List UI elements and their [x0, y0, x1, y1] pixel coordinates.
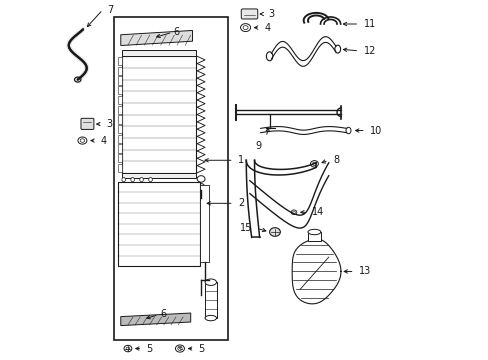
Bar: [118, 182, 199, 266]
Text: 14: 14: [311, 207, 324, 217]
Text: 6: 6: [174, 27, 180, 36]
Text: 10: 10: [369, 126, 382, 135]
Ellipse shape: [131, 177, 134, 182]
Ellipse shape: [290, 210, 296, 215]
Bar: [307, 232, 320, 241]
Bar: [200, 185, 209, 262]
Ellipse shape: [122, 177, 125, 182]
Text: 9: 9: [255, 140, 262, 150]
Text: 4: 4: [100, 136, 106, 145]
Bar: [122, 56, 196, 173]
Text: 1: 1: [238, 155, 244, 165]
Ellipse shape: [175, 345, 184, 352]
Ellipse shape: [269, 228, 280, 236]
Bar: [117, 105, 122, 114]
Ellipse shape: [243, 26, 247, 30]
Polygon shape: [292, 239, 340, 304]
Ellipse shape: [204, 315, 216, 321]
Ellipse shape: [74, 77, 81, 82]
Ellipse shape: [346, 127, 350, 134]
Ellipse shape: [307, 229, 320, 235]
Text: 15: 15: [240, 224, 252, 233]
Ellipse shape: [310, 161, 318, 167]
Ellipse shape: [178, 347, 182, 350]
Ellipse shape: [140, 177, 143, 182]
Bar: [113, 17, 228, 339]
Ellipse shape: [266, 52, 272, 61]
Text: 3: 3: [268, 9, 274, 19]
Bar: [122, 50, 196, 56]
Bar: [117, 86, 122, 94]
Bar: [117, 125, 122, 133]
Text: 3: 3: [106, 119, 112, 129]
Bar: [117, 96, 122, 104]
Ellipse shape: [292, 211, 295, 213]
Ellipse shape: [148, 177, 152, 182]
Polygon shape: [121, 31, 192, 45]
Ellipse shape: [312, 162, 316, 166]
Ellipse shape: [334, 45, 340, 53]
Bar: [117, 135, 122, 143]
Ellipse shape: [124, 345, 132, 352]
Bar: [117, 144, 122, 153]
Bar: [117, 67, 122, 75]
Ellipse shape: [204, 279, 216, 285]
Text: 4: 4: [264, 23, 270, 33]
Text: 13: 13: [358, 266, 370, 276]
Bar: [204, 282, 216, 318]
Ellipse shape: [80, 139, 84, 142]
Text: 11: 11: [363, 19, 375, 29]
Bar: [117, 57, 122, 65]
Ellipse shape: [126, 347, 129, 350]
Ellipse shape: [198, 184, 204, 189]
Bar: [122, 173, 196, 178]
Ellipse shape: [78, 137, 87, 144]
Polygon shape: [121, 313, 190, 325]
FancyBboxPatch shape: [241, 9, 257, 19]
Ellipse shape: [197, 176, 204, 182]
Text: 5: 5: [198, 343, 204, 354]
Bar: [117, 154, 122, 162]
Text: 5: 5: [146, 343, 153, 354]
Bar: [117, 115, 122, 123]
Text: 12: 12: [363, 46, 375, 56]
Text: 8: 8: [332, 155, 339, 165]
Text: 7: 7: [107, 5, 113, 15]
Ellipse shape: [240, 24, 250, 32]
FancyBboxPatch shape: [81, 118, 94, 130]
Bar: [117, 164, 122, 172]
Text: 6: 6: [160, 309, 166, 319]
Bar: [117, 76, 122, 85]
Text: 2: 2: [238, 198, 244, 208]
